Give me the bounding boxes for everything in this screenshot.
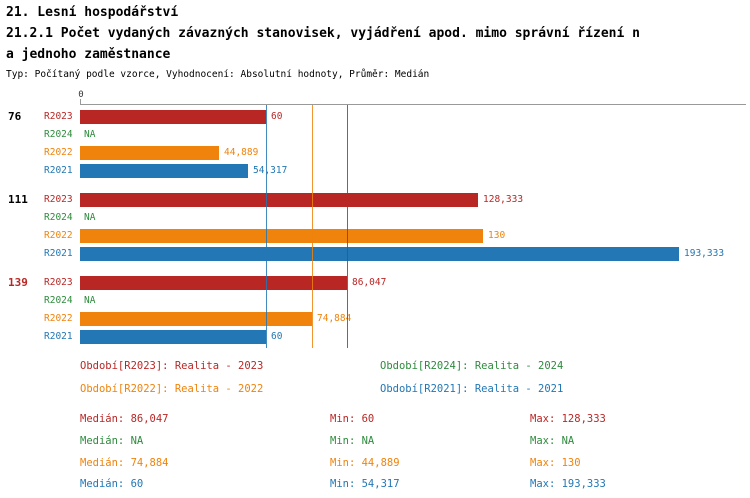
bar-r2023: [80, 193, 478, 207]
bar-value-label: 130: [488, 230, 506, 241]
legend-item-r2021: Období[R2021]: Realita - 2021: [380, 383, 564, 395]
row-label-r2024: R2024: [44, 212, 73, 223]
bar-r2022: [80, 229, 483, 243]
group-label: 139: [8, 276, 28, 289]
bar-value-label: 86,047: [352, 277, 387, 288]
stat-median-r2024: Medián: NA: [80, 435, 144, 447]
row-label-r2023: R2023: [44, 111, 73, 122]
axis-line: [80, 104, 746, 105]
plot-area: 76 R2023 60 R2024 NA R2022 44,889 R2021 54,317 11…: [0, 105, 750, 348]
median-line-r2021: [266, 105, 267, 348]
chart-title-line1: 21.2.1 Počet vydaných závazných stanovis…: [6, 26, 640, 41]
stat-median-r2022: Medián: 74,884: [80, 457, 169, 469]
bar-value-label: 54,317: [253, 165, 288, 176]
bar-value-label: 128,333: [483, 194, 524, 205]
row-label-r2021: R2021: [44, 331, 73, 342]
bar-value-label: 74,884: [317, 313, 352, 324]
bar-value-label: 44,889: [224, 147, 259, 158]
row-label-r2021: R2021: [44, 248, 73, 259]
bar-r2021: [80, 330, 266, 344]
row-label-r2022: R2022: [44, 230, 73, 241]
bar-r2022: [80, 146, 219, 160]
median-line-r2022: [312, 105, 313, 348]
legend-item-r2023: Období[R2023]: Realita - 2023: [80, 360, 264, 372]
row-label-r2022: R2022: [44, 147, 73, 158]
row-label-r2021: R2021: [44, 165, 73, 176]
na-value-label: NA: [84, 212, 96, 223]
section-title: 21. Lesní hospodářství: [6, 5, 179, 20]
na-value-label: NA: [84, 295, 96, 306]
stat-max-r2023: Max: 128,333: [530, 413, 606, 425]
bar-r2023: [80, 276, 347, 290]
stat-max-r2022: Max: 130: [530, 457, 581, 469]
bar-r2021: [80, 247, 679, 261]
chart-subtitle: Typ: Počítaný podle vzorce, Vyhodnocení:…: [6, 69, 430, 80]
bar-value-label: 60: [271, 331, 283, 342]
stat-median-r2021: Medián: 60: [80, 478, 144, 490]
bar-r2023: [80, 110, 266, 124]
stat-min-r2023: Min: 60: [330, 413, 375, 425]
stat-min-r2024: Min: NA: [330, 435, 375, 447]
axis-origin-label: 0: [78, 90, 84, 100]
bar-value-label: 60: [271, 111, 283, 122]
stat-min-r2022: Min: 44,889: [330, 457, 400, 469]
chart-title-line2: a jednoho zaměstnance: [6, 47, 171, 62]
legend-item-r2024: Období[R2024]: Realita - 2024: [380, 360, 564, 372]
bar-r2022: [80, 312, 312, 326]
median-line-r2023: [347, 105, 348, 348]
row-label-r2023: R2023: [44, 277, 73, 288]
bar-value-label: 193,333: [684, 248, 725, 259]
na-value-label: NA: [84, 129, 96, 140]
stat-min-r2021: Min: 54,317: [330, 478, 400, 490]
legend-item-r2022: Období[R2022]: Realita - 2022: [80, 383, 264, 395]
bar-r2021: [80, 164, 248, 178]
row-label-r2024: R2024: [44, 295, 73, 306]
group-label: 76: [8, 110, 22, 123]
stat-median-r2023: Medián: 86,047: [80, 413, 169, 425]
row-label-r2024: R2024: [44, 129, 73, 140]
axis-tick: [80, 99, 81, 104]
group-label: 111: [8, 193, 28, 206]
row-label-r2023: R2023: [44, 194, 73, 205]
stat-max-r2021: Max: 193,333: [530, 478, 606, 490]
stat-max-r2024: Max: NA: [530, 435, 575, 447]
row-label-r2022: R2022: [44, 313, 73, 324]
